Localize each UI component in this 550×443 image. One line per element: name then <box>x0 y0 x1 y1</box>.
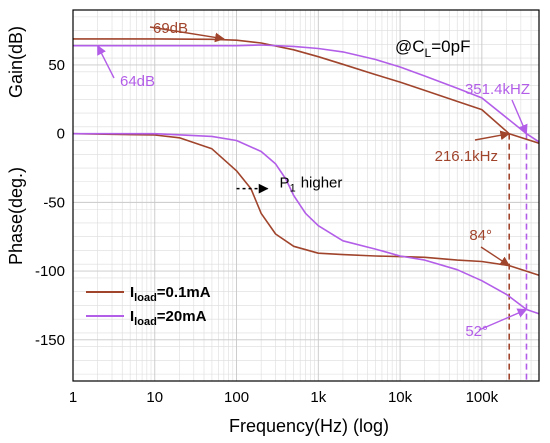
annotation-label-5: 52° <box>465 323 488 340</box>
annotation-arrow-5 <box>478 308 528 331</box>
y-tick-label-2: -50 <box>43 194 65 211</box>
annotation-arrow-0 <box>149 26 225 43</box>
annotations: 69dB 64dB 351.4kHZ 216.1kHz 84° 52° P1 higher <box>96 20 530 340</box>
legend: Iload=0.1mA Iload=20mA <box>86 284 211 328</box>
annotation-arrow-3 <box>474 130 511 141</box>
annotation-label-3: 216.1kHz <box>435 148 498 165</box>
y-tick-label-0: 50 <box>48 57 65 74</box>
legend-label-1: Iload=20mA <box>130 308 207 328</box>
series-phase-2 <box>72 132 540 276</box>
annotation-label-2: 351.4kHZ <box>465 81 530 98</box>
x-tick-label-0: 1 <box>69 389 77 406</box>
annotation-label-0: 69dB <box>153 20 188 37</box>
series-gain-1 <box>73 44 540 143</box>
y-axis-title-phase: Phase(deg.) <box>6 167 26 265</box>
y-tick-label-4: -150 <box>35 332 65 349</box>
annotation-label-4: 84° <box>469 227 492 244</box>
annotation-label-1: 64dB <box>120 73 155 90</box>
x-tick-label-3: 1k <box>310 389 326 406</box>
y-axis-title-gain: Gain(dB) <box>6 26 26 98</box>
annotation-arrow-4 <box>480 246 511 267</box>
x-tick-label-1: 10 <box>146 389 163 406</box>
x-tick-label-5: 100k <box>466 389 499 406</box>
x-axis-title: Frequency(Hz) (log) <box>229 416 389 436</box>
grid <box>72 10 540 381</box>
annotation-arrow-2 <box>511 99 528 135</box>
y-tick-label-3: -100 <box>35 263 65 280</box>
series-phase-3 <box>73 132 540 315</box>
legend-label-0: Iload=0.1mA <box>130 284 211 304</box>
x-tick-label-4: 10k <box>388 389 413 406</box>
condition-label: @CL=0pF <box>395 37 470 60</box>
y-tick-label-1: 0 <box>57 126 65 143</box>
x-tick-label-2: 100 <box>224 389 249 406</box>
annotation-arrow-1 <box>96 44 115 79</box>
plot-frame <box>72 9 540 382</box>
tick-labels: 1 10 100 1k 10k 100k 50 0 -50 -100 -150 <box>35 57 499 406</box>
annotation-shift-label: P1 higher <box>280 175 343 195</box>
